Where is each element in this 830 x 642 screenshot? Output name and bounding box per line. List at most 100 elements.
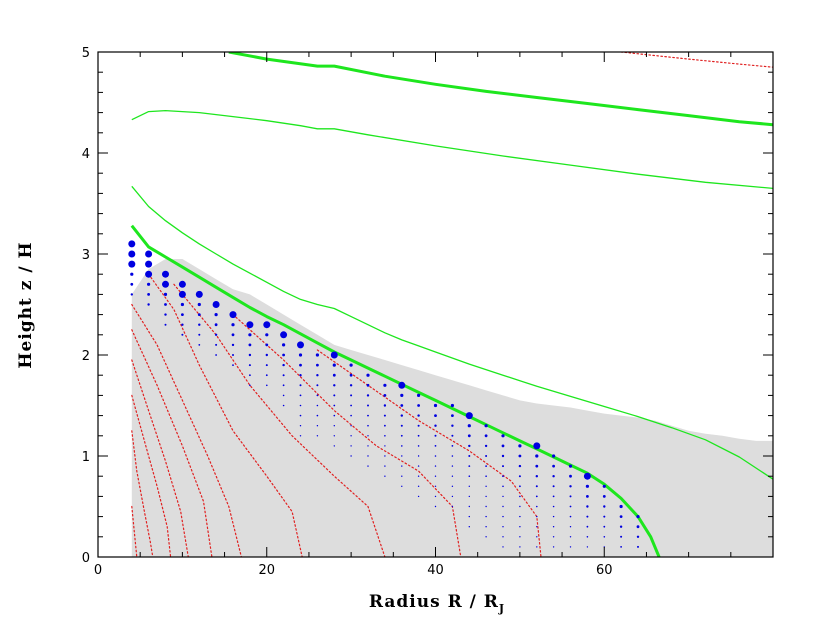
data-point	[299, 404, 302, 407]
data-point	[569, 546, 572, 548]
data-point	[265, 333, 269, 337]
data-point	[383, 414, 386, 417]
data-point	[282, 363, 285, 367]
data-point	[484, 444, 488, 448]
data-point	[265, 364, 268, 367]
data-point	[519, 485, 521, 488]
data-point	[468, 475, 471, 478]
data-point	[535, 475, 538, 478]
data-point	[299, 425, 302, 427]
data-point	[246, 321, 254, 329]
data-point	[434, 505, 437, 508]
data-point	[384, 455, 386, 457]
data-point	[198, 333, 201, 336]
data-point	[519, 526, 521, 528]
data-point	[350, 435, 352, 437]
data-point	[400, 393, 404, 397]
data-point	[316, 374, 319, 377]
data-point	[249, 374, 251, 377]
green-thick-contour-1	[228, 52, 773, 127]
data-point	[451, 424, 454, 427]
data-point	[586, 525, 589, 528]
red-dotted-contour-3	[131, 394, 172, 557]
data-point	[417, 495, 420, 498]
data-point	[552, 464, 555, 468]
data-point	[603, 536, 606, 538]
data-point	[214, 323, 218, 327]
data-point	[266, 384, 268, 387]
data-point	[451, 445, 454, 447]
data-point	[197, 313, 201, 316]
data-point	[636, 535, 640, 538]
data-point	[602, 484, 606, 488]
data-point	[434, 485, 437, 487]
data-point	[619, 504, 623, 509]
data-point	[451, 485, 454, 487]
data-point	[316, 394, 319, 397]
data-point	[502, 526, 504, 528]
data-point	[536, 546, 538, 548]
data-point	[434, 414, 437, 417]
y-tick-label: 0	[82, 551, 90, 566]
data-point	[519, 546, 521, 548]
data-point	[164, 313, 167, 316]
data-point	[349, 363, 353, 367]
data-point	[297, 341, 304, 349]
data-point	[485, 515, 487, 518]
data-point	[519, 536, 521, 538]
data-point	[518, 475, 521, 478]
data-point	[248, 353, 252, 357]
data-point	[417, 455, 420, 457]
data-point	[620, 535, 623, 538]
data-point	[502, 465, 504, 468]
data-point	[519, 505, 521, 508]
data-point	[603, 505, 606, 508]
data-point	[485, 536, 487, 538]
data-point	[434, 455, 437, 457]
data-point	[502, 505, 504, 508]
data-point	[417, 445, 420, 447]
y-tick-label: 4	[82, 147, 90, 162]
data-point	[401, 455, 403, 457]
data-point	[384, 465, 386, 467]
data-point	[468, 444, 471, 448]
y-tick-label: 1	[82, 450, 90, 465]
data-point	[232, 354, 234, 356]
data-point	[265, 343, 269, 347]
data-point	[366, 394, 370, 397]
data-point	[552, 505, 555, 508]
data-point	[417, 393, 421, 397]
data-point	[333, 394, 336, 397]
data-point	[282, 374, 285, 377]
data-point	[315, 353, 319, 357]
data-point	[501, 434, 505, 438]
data-point	[145, 250, 153, 258]
data-point	[147, 293, 151, 296]
data-point	[417, 485, 420, 487]
data-point	[248, 343, 252, 347]
data-point	[147, 303, 150, 306]
data-point	[400, 404, 404, 407]
data-point	[231, 343, 235, 347]
plot-area	[128, 52, 773, 557]
data-point	[265, 353, 268, 357]
data-point	[485, 485, 487, 487]
data-point	[350, 445, 352, 447]
x-tick-label: 20	[258, 563, 275, 578]
data-point	[299, 394, 302, 397]
red-dotted-contour-6	[131, 303, 242, 557]
data-point	[215, 343, 218, 346]
data-point	[350, 414, 352, 417]
data-point	[383, 394, 387, 397]
data-point	[229, 311, 237, 319]
data-point	[147, 282, 151, 286]
data-point	[330, 351, 338, 359]
data-point	[280, 331, 288, 339]
data-point	[401, 445, 403, 447]
data-point	[162, 270, 169, 278]
data-point	[350, 394, 353, 397]
data-point	[552, 475, 555, 478]
data-point	[417, 465, 420, 467]
data-point	[231, 323, 235, 327]
data-point	[367, 404, 369, 407]
